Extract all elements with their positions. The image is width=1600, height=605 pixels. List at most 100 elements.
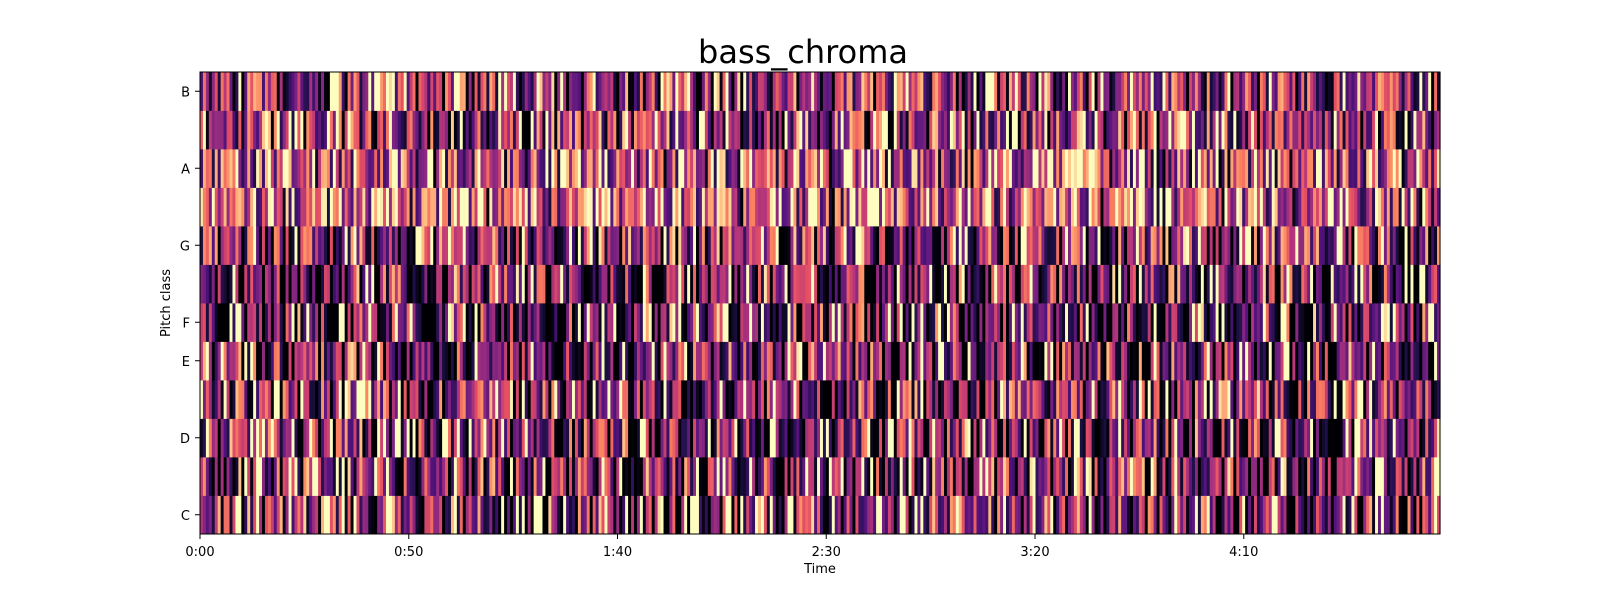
heatmap-cell bbox=[935, 457, 939, 496]
heatmap-cell bbox=[315, 495, 319, 535]
heatmap-cell bbox=[335, 303, 340, 342]
heatmap-cell bbox=[657, 303, 662, 342]
heatmap-cell bbox=[704, 264, 709, 304]
heatmap-cell bbox=[855, 72, 859, 111]
heatmap-cell bbox=[471, 72, 476, 111]
heatmap-cell bbox=[1310, 380, 1314, 419]
heatmap-cell bbox=[1121, 72, 1125, 111]
heatmap-cell bbox=[701, 380, 706, 419]
heatmap-cell bbox=[1383, 495, 1388, 535]
heatmap-cell bbox=[731, 264, 735, 304]
heatmap-cell bbox=[1398, 495, 1403, 535]
heatmap-cell bbox=[563, 495, 567, 535]
heatmap-cell bbox=[926, 110, 930, 150]
heatmap-cell bbox=[634, 187, 638, 227]
heatmap-cell bbox=[335, 341, 340, 381]
heatmap-cell bbox=[1144, 341, 1149, 381]
heatmap-cell bbox=[495, 187, 499, 227]
heatmap-cell bbox=[997, 149, 1001, 188]
heatmap-cell bbox=[1380, 72, 1385, 111]
heatmap-cell bbox=[710, 149, 715, 188]
heatmap-cell bbox=[840, 264, 845, 304]
heatmap-cell bbox=[548, 341, 552, 381]
heatmap-cell bbox=[1130, 264, 1134, 304]
heatmap-cell bbox=[1008, 149, 1013, 188]
heatmap-cell bbox=[666, 264, 671, 304]
heatmap-cell bbox=[1068, 264, 1072, 304]
heatmap-cell bbox=[1313, 226, 1317, 265]
heatmap-cell bbox=[775, 457, 780, 496]
heatmap-cell bbox=[1265, 226, 1270, 265]
heatmap-cell bbox=[1357, 418, 1361, 458]
heatmap-cell bbox=[244, 418, 248, 458]
heatmap-cell bbox=[232, 303, 237, 342]
heatmap-cell bbox=[1070, 380, 1075, 419]
heatmap-cell bbox=[226, 303, 231, 342]
heatmap-cell bbox=[1265, 303, 1270, 342]
heatmap-cell bbox=[1378, 264, 1382, 304]
heatmap-cell bbox=[312, 418, 316, 458]
heatmap-cell bbox=[817, 226, 821, 265]
heatmap-cell bbox=[282, 418, 287, 458]
heatmap-cell bbox=[716, 418, 721, 458]
heatmap-cell bbox=[1389, 149, 1394, 188]
heatmap-cell bbox=[365, 495, 369, 535]
heatmap-cell bbox=[262, 187, 266, 227]
heatmap-cell bbox=[318, 226, 322, 265]
heatmap-cell bbox=[1280, 303, 1285, 342]
heatmap-cell bbox=[495, 457, 499, 496]
heatmap-cell bbox=[300, 341, 304, 381]
heatmap-cell bbox=[760, 303, 765, 342]
heatmap-cell bbox=[202, 110, 207, 150]
heatmap-cell bbox=[1112, 495, 1116, 535]
heatmap-cell bbox=[814, 264, 818, 304]
heatmap-cell bbox=[291, 110, 296, 150]
heatmap-cell bbox=[430, 457, 434, 496]
heatmap-cell bbox=[1318, 495, 1323, 535]
heatmap-cell bbox=[1215, 418, 1220, 458]
heatmap-cell bbox=[1056, 187, 1060, 227]
heatmap-cell bbox=[834, 303, 839, 342]
heatmap-cell bbox=[858, 418, 862, 458]
heatmap-cell bbox=[288, 110, 293, 150]
heatmap-cell bbox=[1023, 495, 1028, 535]
heatmap-cell bbox=[557, 380, 561, 419]
heatmap-cell bbox=[932, 72, 936, 111]
heatmap-cell bbox=[309, 380, 313, 419]
heatmap-cell bbox=[846, 380, 851, 419]
heatmap-cell bbox=[347, 341, 352, 381]
heatmap-cell bbox=[654, 72, 659, 111]
heatmap-cell bbox=[855, 187, 859, 227]
heatmap-cell bbox=[698, 187, 703, 227]
heatmap-cell bbox=[353, 457, 358, 496]
heatmap-cell bbox=[1416, 495, 1420, 535]
heatmap-cell bbox=[687, 457, 691, 496]
heatmap-cell bbox=[244, 149, 248, 188]
heatmap-cell bbox=[825, 110, 830, 150]
heatmap-cell bbox=[917, 149, 921, 188]
heatmap-cell bbox=[1292, 341, 1296, 381]
heatmap-cell bbox=[557, 457, 561, 496]
heatmap-cell bbox=[598, 495, 603, 535]
heatmap-cell bbox=[752, 226, 756, 265]
heatmap-cell bbox=[1008, 495, 1013, 535]
heatmap-cell bbox=[1141, 110, 1146, 150]
heatmap-cell bbox=[944, 110, 948, 150]
heatmap-cell bbox=[675, 457, 679, 496]
heatmap-cell bbox=[719, 264, 724, 304]
heatmap-cell bbox=[356, 226, 361, 265]
heatmap-cell bbox=[1162, 226, 1167, 265]
heatmap-cell bbox=[887, 110, 892, 150]
heatmap-cell bbox=[341, 457, 346, 496]
heatmap-cell bbox=[465, 418, 470, 458]
heatmap-cell bbox=[917, 341, 921, 381]
heatmap-cell bbox=[737, 495, 741, 535]
heatmap-cell bbox=[1073, 303, 1078, 342]
heatmap-cell bbox=[589, 110, 594, 150]
heatmap-cell bbox=[329, 72, 334, 111]
heatmap-cell bbox=[1221, 110, 1226, 150]
heatmap-cell bbox=[477, 495, 482, 535]
heatmap-cell bbox=[887, 457, 892, 496]
heatmap-cell bbox=[1132, 418, 1137, 458]
heatmap-cell bbox=[642, 264, 647, 304]
